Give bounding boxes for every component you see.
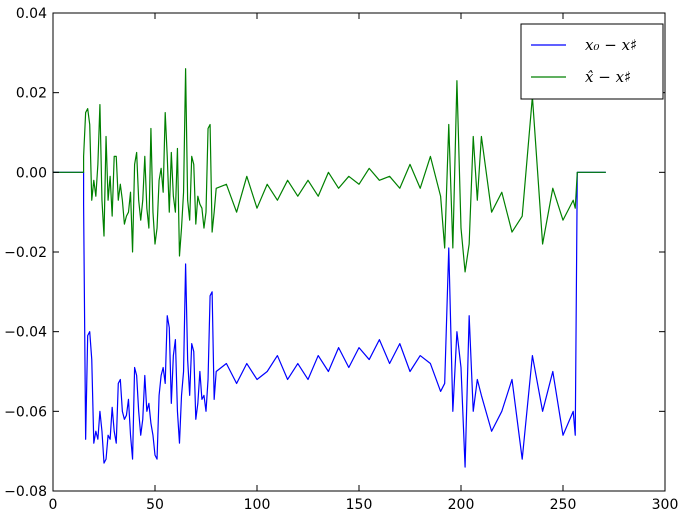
y-tick-label: 0.00 bbox=[16, 165, 47, 181]
x-tick-label: 200 bbox=[448, 497, 475, 513]
series-line-2 bbox=[53, 68, 606, 273]
y-tick-label: 0.02 bbox=[16, 86, 47, 102]
x-tick-label: 300 bbox=[652, 497, 679, 513]
x-tick-label: 50 bbox=[146, 497, 164, 513]
series-layer bbox=[53, 68, 606, 468]
y-tick-label: −0.08 bbox=[4, 484, 47, 500]
x-tick-label: 100 bbox=[244, 497, 271, 513]
x-tick-label: 150 bbox=[346, 497, 373, 513]
legend: x₀ − x♯ x̂ − x♯ bbox=[520, 23, 664, 100]
y-tick-label: −0.02 bbox=[4, 245, 47, 261]
x-tick-label: 250 bbox=[550, 497, 577, 513]
x-tick-label: 0 bbox=[49, 497, 58, 513]
tick-layer: 0 50 100 150 200 250 300 0.04 0.02 0.00 −0.02 −0.04… bbox=[4, 6, 678, 513]
y-tick-label: −0.06 bbox=[4, 404, 47, 420]
series-line-1 bbox=[53, 171, 606, 468]
legend-label-series-2: x̂ − x♯ bbox=[585, 68, 631, 86]
legend-box bbox=[520, 23, 664, 100]
legend-label-series-1: x₀ − x♯ bbox=[585, 36, 637, 54]
y-tick-label: −0.04 bbox=[4, 325, 47, 341]
y-tick-label: 0.04 bbox=[16, 6, 47, 22]
